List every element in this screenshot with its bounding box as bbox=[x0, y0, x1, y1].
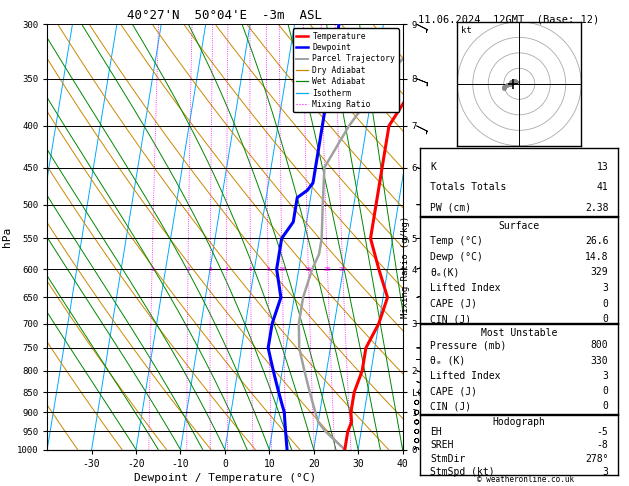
Text: 25: 25 bbox=[339, 267, 347, 272]
Text: 1: 1 bbox=[150, 267, 154, 272]
Text: 3: 3 bbox=[603, 283, 608, 293]
Text: 2: 2 bbox=[186, 267, 190, 272]
Title: 40°27'N  50°04'E  -3m  ASL: 40°27'N 50°04'E -3m ASL bbox=[127, 9, 323, 22]
Text: Dewp (°C): Dewp (°C) bbox=[430, 252, 483, 262]
Text: 10: 10 bbox=[278, 267, 286, 272]
Text: Surface: Surface bbox=[499, 222, 540, 231]
Text: 329: 329 bbox=[591, 267, 608, 278]
Text: Totals Totals: Totals Totals bbox=[430, 182, 506, 192]
Text: 15: 15 bbox=[304, 267, 312, 272]
Text: -8: -8 bbox=[597, 440, 608, 451]
Y-axis label: hPa: hPa bbox=[3, 227, 13, 247]
Text: Lifted Index: Lifted Index bbox=[430, 283, 501, 293]
Text: StmSpd (kt): StmSpd (kt) bbox=[430, 467, 494, 477]
X-axis label: Dewpoint / Temperature (°C): Dewpoint / Temperature (°C) bbox=[134, 473, 316, 483]
Text: 0: 0 bbox=[603, 386, 608, 396]
Text: 2.38: 2.38 bbox=[585, 203, 608, 213]
Text: 330: 330 bbox=[591, 356, 608, 365]
Text: EH: EH bbox=[430, 427, 442, 437]
Text: 11.06.2024  12GMT  (Base: 12): 11.06.2024 12GMT (Base: 12) bbox=[418, 15, 599, 25]
Text: 14.8: 14.8 bbox=[585, 252, 608, 262]
Text: 6: 6 bbox=[248, 267, 252, 272]
Text: 3: 3 bbox=[603, 371, 608, 381]
Text: Most Unstable: Most Unstable bbox=[481, 328, 557, 338]
Text: 4: 4 bbox=[225, 267, 228, 272]
Legend: Temperature, Dewpoint, Parcel Trajectory, Dry Adiabat, Wet Adiabat, Isotherm, Mi: Temperature, Dewpoint, Parcel Trajectory… bbox=[293, 28, 399, 112]
Text: 0: 0 bbox=[603, 314, 608, 324]
Text: 13: 13 bbox=[597, 162, 608, 172]
Text: K: K bbox=[430, 162, 436, 172]
Text: 26.6: 26.6 bbox=[585, 236, 608, 246]
Text: CIN (J): CIN (J) bbox=[430, 314, 471, 324]
Text: CAPE (J): CAPE (J) bbox=[430, 298, 477, 309]
Text: Temp (°C): Temp (°C) bbox=[430, 236, 483, 246]
Text: SREH: SREH bbox=[430, 440, 454, 451]
Text: Hodograph: Hodograph bbox=[493, 417, 546, 428]
Text: 0: 0 bbox=[603, 298, 608, 309]
Text: θₑ (K): θₑ (K) bbox=[430, 356, 465, 365]
Text: 20: 20 bbox=[324, 267, 331, 272]
Text: Lifted Index: Lifted Index bbox=[430, 371, 501, 381]
Text: StmDir: StmDir bbox=[430, 453, 465, 464]
Text: © weatheronline.co.uk: © weatheronline.co.uk bbox=[477, 474, 574, 484]
Text: -5: -5 bbox=[597, 427, 608, 437]
Text: 278°: 278° bbox=[585, 453, 608, 464]
Text: CIN (J): CIN (J) bbox=[430, 401, 471, 412]
Text: CAPE (J): CAPE (J) bbox=[430, 386, 477, 396]
Text: 0: 0 bbox=[603, 401, 608, 412]
Text: 41: 41 bbox=[597, 182, 608, 192]
Text: 800: 800 bbox=[591, 340, 608, 350]
Text: PW (cm): PW (cm) bbox=[430, 203, 471, 213]
Text: Mixing Ratio (g/kg): Mixing Ratio (g/kg) bbox=[401, 216, 410, 318]
Text: Pressure (mb): Pressure (mb) bbox=[430, 340, 506, 350]
Y-axis label: km
ASL: km ASL bbox=[444, 215, 462, 237]
Text: 3: 3 bbox=[603, 467, 608, 477]
Text: θₑ(K): θₑ(K) bbox=[430, 267, 459, 278]
Text: kt: kt bbox=[461, 26, 472, 35]
Text: 8: 8 bbox=[266, 267, 270, 272]
Text: 3: 3 bbox=[208, 267, 212, 272]
